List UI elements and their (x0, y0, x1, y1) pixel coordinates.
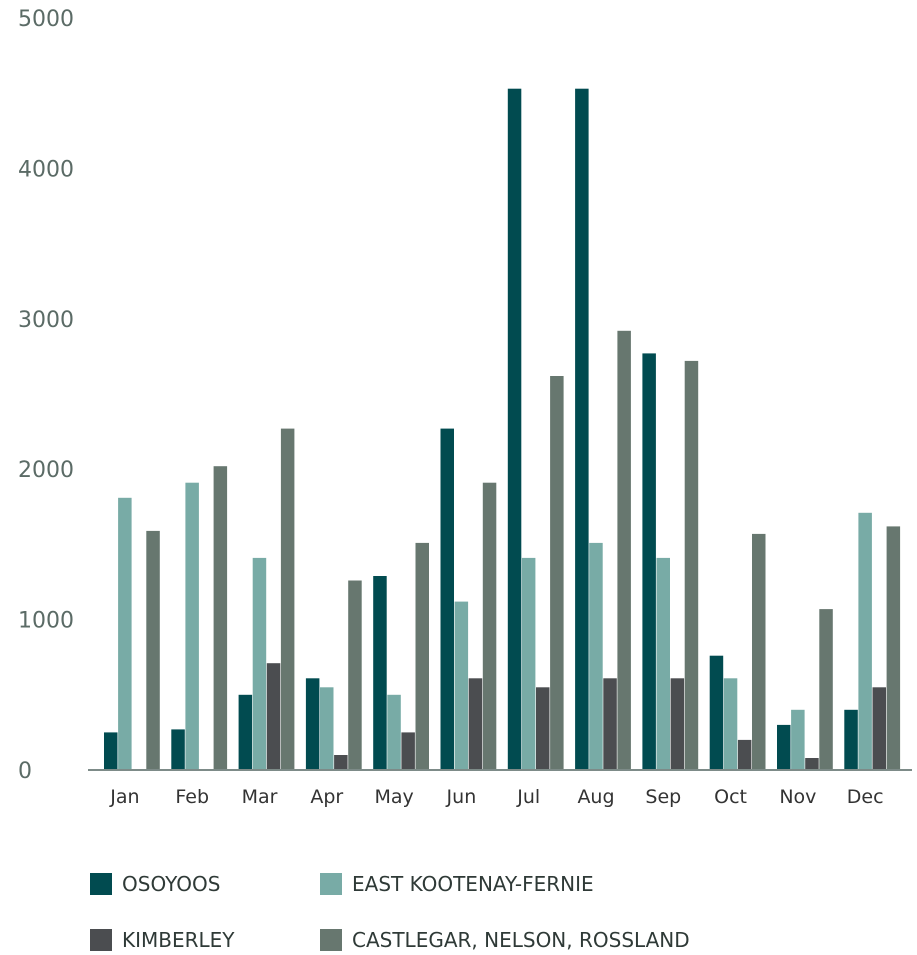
bar-jun-series-1 (454, 601, 469, 770)
bar-jun-series-3 (482, 482, 497, 770)
bar-jun-series-0 (440, 428, 454, 770)
bar-may-series-2 (401, 732, 415, 770)
bar-may-series-1 (387, 694, 401, 770)
bar-mar-series-2 (266, 663, 281, 770)
bar-apr-series-1 (320, 687, 334, 770)
bar-jan-series-3 (146, 530, 160, 770)
x-tick-label-jun: Jun (446, 786, 477, 808)
x-tick-label-jan: Jan (109, 786, 139, 808)
bar-oct-series-1 (723, 678, 738, 770)
bar-dec-series-2 (872, 687, 886, 770)
bar-feb-series-3 (213, 466, 228, 770)
bar-nov-series-1 (791, 709, 805, 770)
bar-jul-series-0 (507, 88, 522, 770)
bars (104, 88, 901, 770)
x-tick-label-mar: Mar (242, 786, 278, 808)
bar-jan-series-1 (118, 497, 132, 770)
bar-aug-series-0 (575, 88, 589, 770)
bar-dec-series-0 (844, 709, 858, 770)
bar-dec-series-1 (858, 512, 872, 770)
y-tick-label-2000: 2000 (18, 458, 74, 483)
bar-sep-series-1 (656, 557, 670, 770)
bar-jan-series-0 (104, 732, 118, 770)
legend-item-east-kootenay-fernie: EAST KOOTENAY-FERNIE (320, 872, 594, 896)
bar-nov-series-2 (805, 758, 819, 770)
legend-swatch-osoyoos (90, 873, 112, 895)
legend-item-castlegar-nelson-rossland: CASTLEGAR, NELSON, ROSSLAND (320, 928, 690, 952)
bar-apr-series-2 (334, 755, 348, 770)
bar-chart: 0 1000 2000 3000 4000 5000 Jan Feb Mar Apr May Jun… (18, 7, 912, 808)
x-tick-label-sep: Sep (645, 786, 681, 808)
y-tick-label-4000: 4000 (18, 157, 74, 182)
y-axis-ticks: 0 1000 2000 3000 4000 5000 (18, 7, 74, 784)
bar-nov-series-0 (777, 724, 791, 770)
bar-jul-series-1 (521, 557, 536, 770)
y-tick-label-0: 0 (18, 759, 32, 784)
bar-dec-series-3 (886, 526, 901, 770)
bar-feb-series-1 (185, 482, 199, 770)
bar-may-series-3 (415, 542, 429, 770)
bar-aug-series-1 (589, 542, 603, 770)
bar-apr-series-0 (305, 678, 320, 770)
bar-apr-series-3 (348, 580, 362, 770)
y-tick-label-1000: 1000 (18, 609, 74, 634)
x-axis-labels: Jan Feb Mar Apr May Jun Jul Aug Sep Oct Nov Dec (109, 786, 883, 808)
x-tick-label-apr: Apr (310, 786, 343, 808)
legend-item-osoyoos: OSOYOOS (90, 872, 220, 896)
legend-swatch-castlegar-nelson-rossland (320, 929, 342, 951)
bar-sep-series-0 (642, 353, 656, 770)
x-tick-label-dec: Dec (847, 786, 884, 808)
bar-mar-series-1 (252, 557, 267, 770)
x-tick-label-nov: Nov (779, 786, 816, 808)
bar-may-series-0 (373, 576, 387, 770)
x-tick-label-may: May (374, 786, 413, 808)
legend-swatch-east-kootenay-fernie (320, 873, 342, 895)
x-tick-label-oct: Oct (714, 786, 747, 808)
bar-aug-series-3 (617, 330, 631, 770)
bar-oct-series-0 (709, 655, 724, 770)
bar-oct-series-3 (752, 533, 766, 770)
bar-oct-series-2 (737, 739, 752, 770)
legend-label-osoyoos: OSOYOOS (122, 872, 221, 896)
bar-sep-series-3 (684, 360, 699, 770)
legend-label-castlegar-nelson-rossland: CASTLEGAR, NELSON, ROSSLAND (352, 928, 690, 952)
bar-aug-series-2 (603, 678, 617, 770)
bar-mar-series-3 (280, 428, 295, 770)
bar-jul-series-2 (536, 687, 550, 770)
y-tick-label-3000: 3000 (18, 308, 74, 333)
y-tick-label-5000: 5000 (18, 7, 74, 32)
x-tick-label-feb: Feb (175, 786, 209, 808)
legend-swatch-kimberley (90, 929, 112, 951)
bar-jun-series-2 (468, 678, 483, 770)
bar-jul-series-3 (550, 376, 564, 770)
legend-label-east-kootenay-fernie: EAST KOOTENAY-FERNIE (352, 872, 594, 896)
legend-item-kimberley: KIMBERLEY (90, 928, 235, 952)
bar-nov-series-3 (819, 609, 833, 770)
legend-label-kimberley: KIMBERLEY (122, 928, 235, 952)
bar-mar-series-0 (238, 694, 253, 770)
x-tick-label-aug: Aug (577, 786, 614, 808)
x-tick-label-jul: Jul (516, 786, 540, 808)
bar-feb-series-0 (171, 729, 185, 770)
bar-sep-series-2 (670, 678, 685, 770)
